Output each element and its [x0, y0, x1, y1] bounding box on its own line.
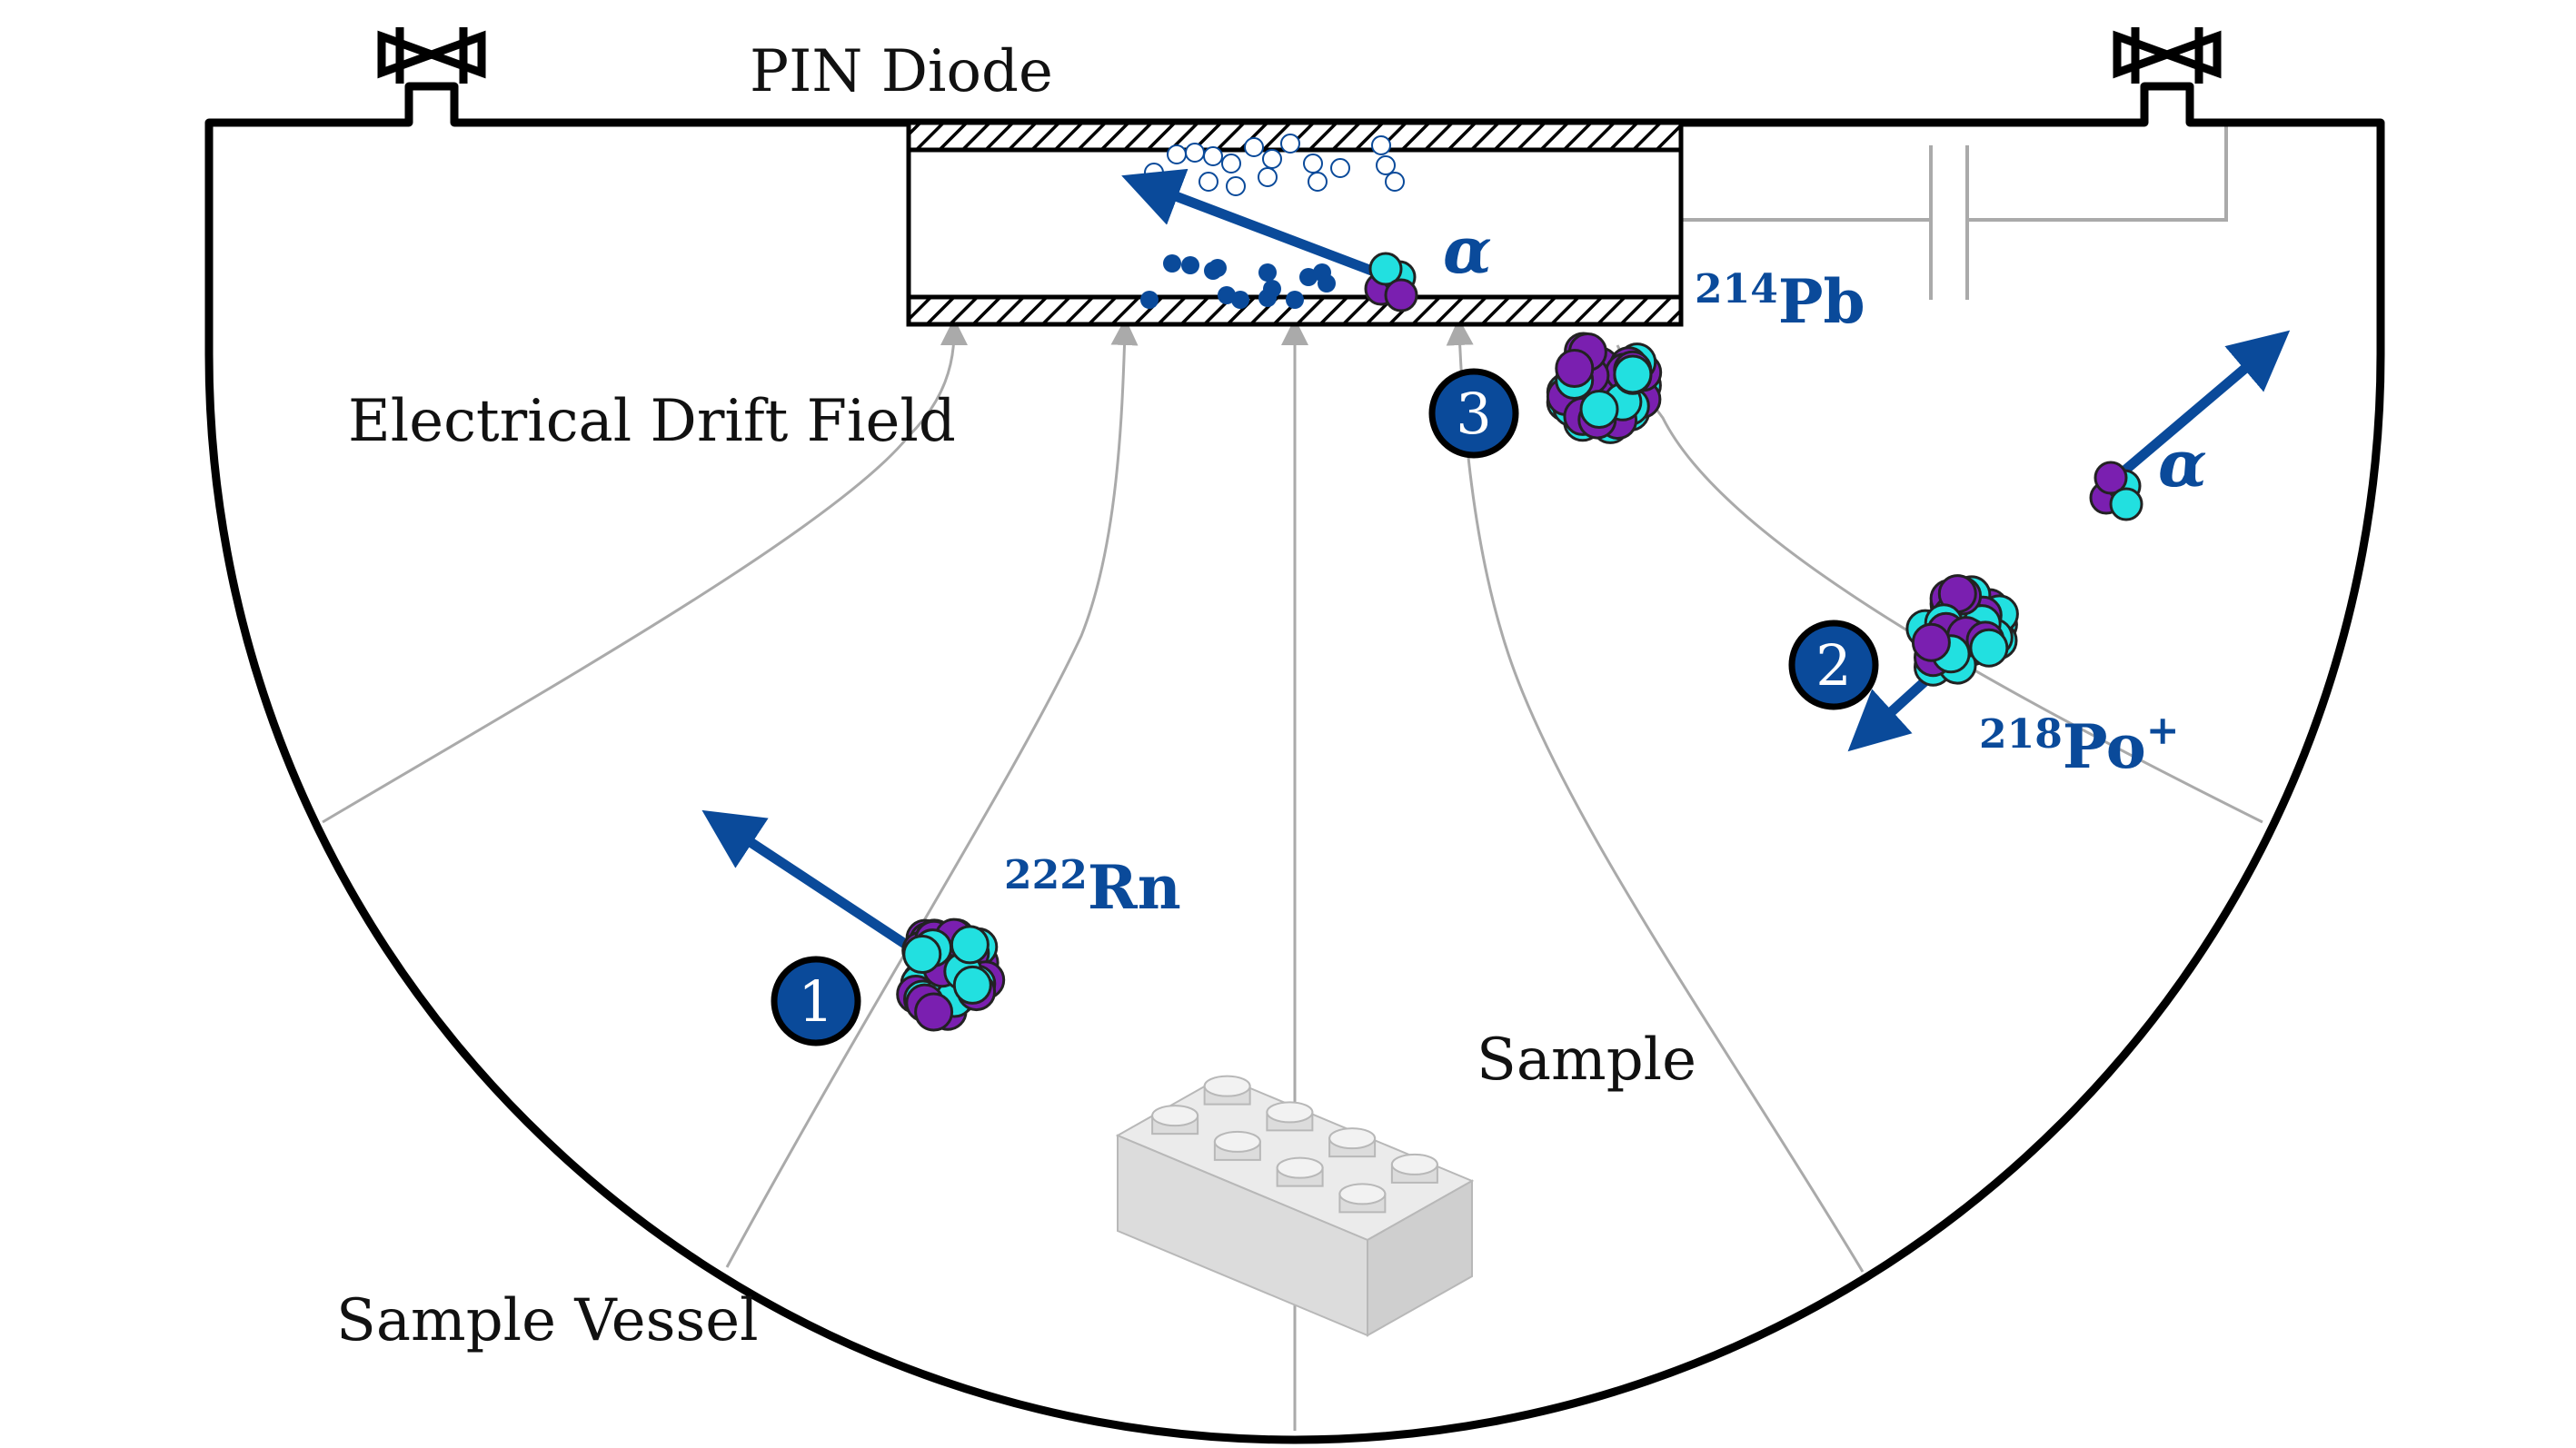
rn222-label: 222Rn	[1004, 852, 1181, 923]
nucleon	[1613, 354, 1653, 394]
drift-field-label: Electrical Drift Field	[348, 388, 956, 455]
alpha-label-free: α	[2158, 426, 2207, 501]
sample-brick-icon	[1115, 1075, 1475, 1337]
nucleus-rn222	[896, 917, 1006, 1032]
recoil-track-rn222	[701, 809, 917, 954]
svg-text:3: 3	[1456, 381, 1491, 447]
step-3-marker: 3	[1428, 368, 1519, 459]
valve-left-icon[interactable]	[377, 27, 486, 84]
alpha-label-diode: α	[1443, 213, 1492, 288]
pin-diode-label: PIN Diode	[750, 38, 1053, 105]
alpha-track-in-diode	[1121, 168, 1378, 278]
sample-vessel	[204, 82, 2385, 1444]
nucleon	[1579, 390, 1619, 429]
nucleus-po218	[1905, 574, 2019, 687]
nucleon	[902, 935, 942, 974]
step-1-marker: 1	[771, 956, 861, 1046]
po218-label: 218Po+	[1979, 708, 2180, 782]
readout-circuit	[1681, 123, 2228, 300]
svg-text:2: 2	[1815, 632, 1851, 699]
field-line-4	[1446, 318, 1865, 1273]
alpha-particle-free	[2089, 461, 2143, 521]
field-line-2	[725, 318, 1139, 1268]
svg-text:1: 1	[798, 968, 833, 1035]
nucleon	[950, 925, 990, 965]
field-line-1	[322, 318, 968, 824]
pb214-label: 214Pb	[1695, 266, 1865, 337]
valve-right-icon[interactable]	[2113, 27, 2222, 84]
electrons	[1140, 254, 1336, 309]
step-2-marker: 2	[1788, 620, 1879, 710]
nucleus-pb214	[1546, 332, 1663, 444]
sample-label: Sample	[1477, 1026, 1696, 1094]
holes	[1144, 134, 1405, 196]
nucleon	[952, 965, 992, 1005]
nucleon	[1911, 622, 1951, 662]
sample-vessel-label: Sample Vessel	[336, 1287, 759, 1354]
alpha-track-po218-decay	[2114, 330, 2291, 481]
alpha-particle-in-diode	[1364, 252, 1418, 312]
nucleon	[1555, 349, 1595, 388]
nucleon	[914, 992, 954, 1032]
pin-diode	[906, 120, 1684, 327]
nucleon	[1969, 628, 2009, 668]
